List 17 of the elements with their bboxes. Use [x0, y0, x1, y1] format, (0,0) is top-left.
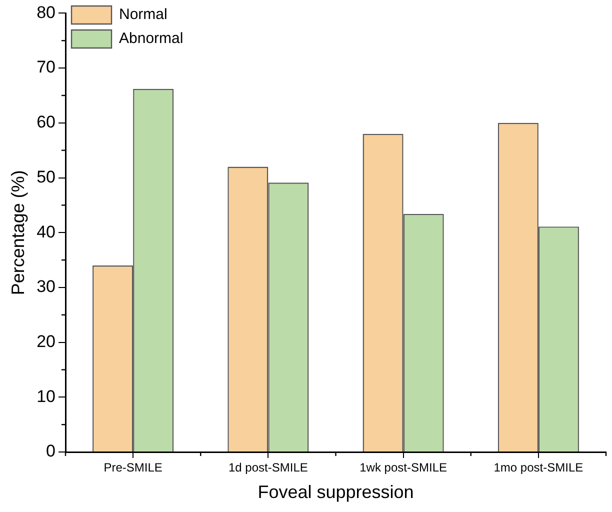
x-axis-title: Foveal suppression — [258, 482, 414, 502]
x-tick-label: 1d post-SMILE — [228, 460, 308, 475]
x-tick-label: 1mo post-SMILE — [494, 460, 584, 475]
y-tick-label: 80 — [36, 2, 56, 22]
y-tick-label: 60 — [36, 112, 56, 132]
y-tick-label: 10 — [36, 386, 56, 406]
x-tick-label: 1wk post-SMILE — [360, 460, 448, 475]
y-tick-label: 50 — [36, 167, 56, 186]
y-tick-label: 70 — [36, 58, 56, 77]
y-tick-label: 40 — [36, 222, 56, 242]
x-tick-label: Pre-SMILE — [104, 460, 162, 475]
y-axis-title: Percentage (%) — [8, 170, 28, 296]
y-tick-label: 0 — [46, 442, 56, 461]
legend-label: Abnormal — [119, 30, 184, 48]
y-tick-label: 20 — [36, 332, 56, 351]
legend-label: Normal — [119, 6, 168, 24]
y-tick-label: 30 — [36, 277, 56, 296]
